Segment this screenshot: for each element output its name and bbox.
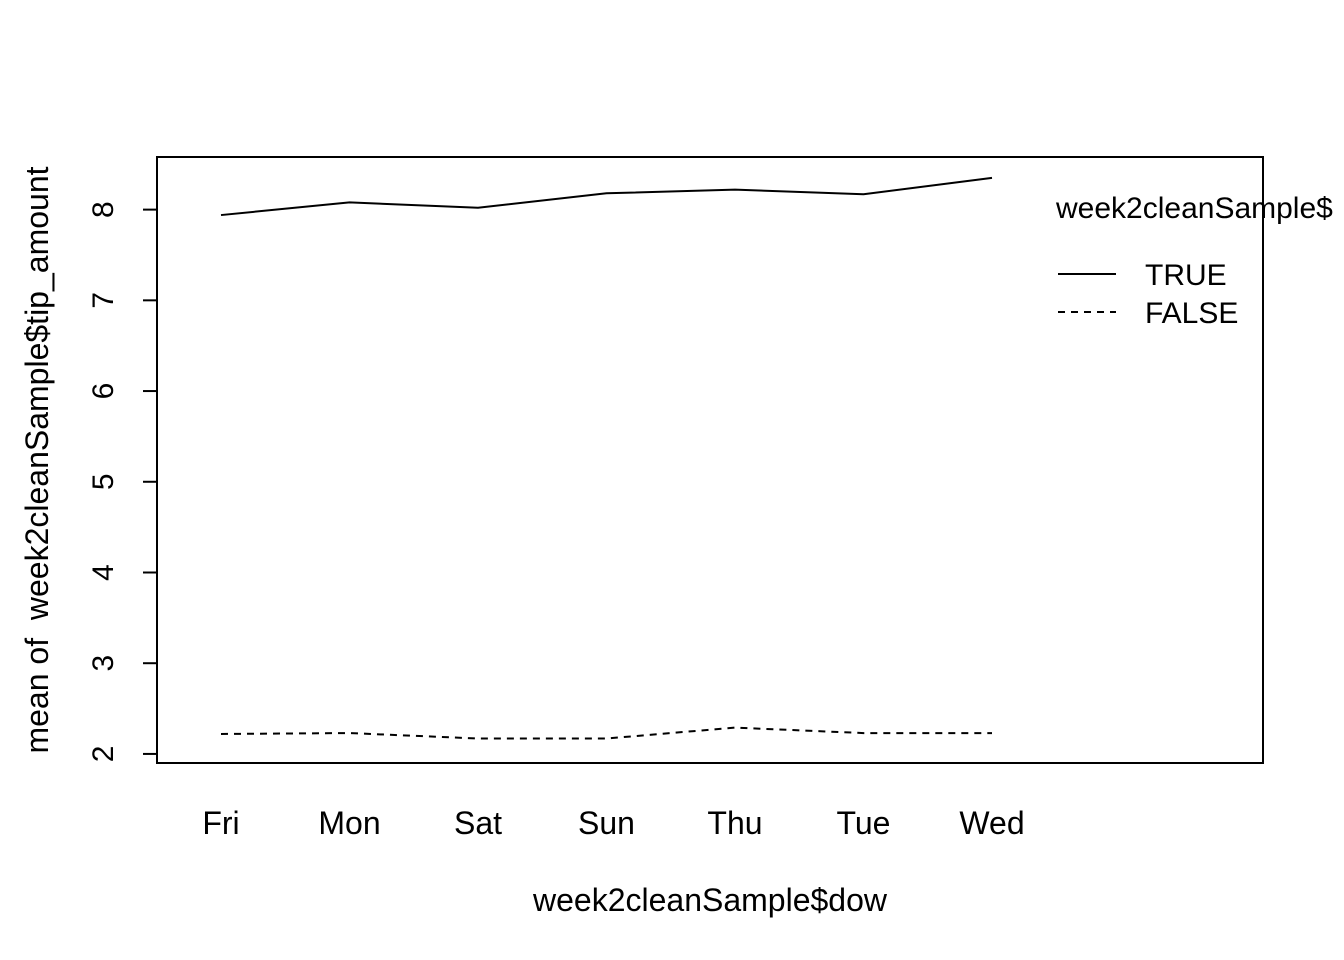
legend-title: week2cleanSample$: [1055, 192, 1333, 225]
legend-label-false: FALSE: [1145, 297, 1238, 330]
plot-frame: [156, 156, 1264, 764]
y-tick-label: 6: [87, 383, 120, 400]
x-tick-label: Wed: [959, 805, 1024, 841]
x-axis-title: week2cleanSample$dow: [532, 882, 888, 918]
x-tick-label: Fri: [202, 805, 239, 841]
y-axis: 2 3 4 5 6 7 8: [87, 201, 158, 763]
y-tick-label: 7: [87, 292, 120, 309]
series-line-true: [220, 176, 993, 217]
x-tick-label: Mon: [318, 805, 380, 841]
x-axis: Fri Mon Sat Sun Thu Tue Wed: [202, 805, 1024, 841]
y-tick-label: 3: [87, 655, 120, 672]
y-axis-title: mean of week2cleanSample$tip_amount: [19, 166, 55, 753]
y-tick-label: 8: [87, 201, 120, 218]
x-tick-label: Thu: [707, 805, 762, 841]
series-line-false: [220, 726, 992, 740]
legend-label-true: TRUE: [1145, 259, 1227, 292]
series-lines: [220, 176, 993, 740]
y-tick-label: 5: [87, 473, 120, 490]
x-tick-label: Sun: [578, 805, 635, 841]
y-tick-label: 2: [87, 746, 120, 763]
x-tick-label: Tue: [837, 805, 891, 841]
y-tick-label: 4: [87, 564, 120, 581]
legend: week2cleanSample$ TRUE FALSE: [1055, 192, 1333, 330]
x-tick-label: Sat: [454, 805, 502, 841]
